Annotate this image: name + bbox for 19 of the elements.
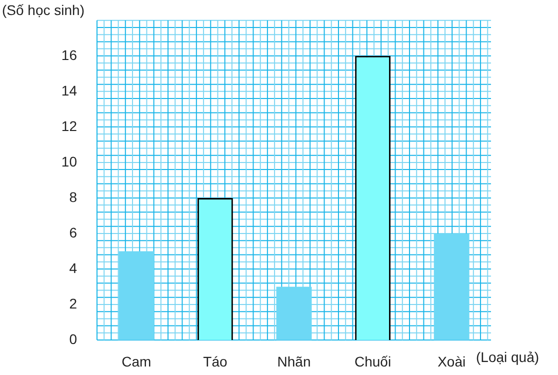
bar <box>118 251 154 340</box>
bar <box>276 286 312 340</box>
bar <box>434 233 470 340</box>
x-tick-label: Xoài <box>438 353 466 370</box>
x-tick-label: Cam <box>122 353 152 370</box>
y-axis-title: (Số học sinh) <box>2 2 84 18</box>
y-tick-label: 4 <box>69 260 78 276</box>
x-tick-label: Táo <box>203 353 228 370</box>
y-tick-label: 14 <box>61 82 78 98</box>
y-tick-label: 6 <box>69 224 78 240</box>
y-tick-label: 16 <box>61 46 78 63</box>
x-tick-label: Nhãn <box>277 353 311 370</box>
y-tick-label: 12 <box>61 118 78 134</box>
x-tick-label: Chuối <box>354 353 392 370</box>
y-tick-label: 2 <box>69 295 78 312</box>
y-tick-label: 0 <box>69 330 78 347</box>
x-axis-title: (Loại quả) <box>476 349 540 365</box>
y-tick-label: 8 <box>69 188 78 205</box>
y-tick-label: 10 <box>61 153 78 170</box>
